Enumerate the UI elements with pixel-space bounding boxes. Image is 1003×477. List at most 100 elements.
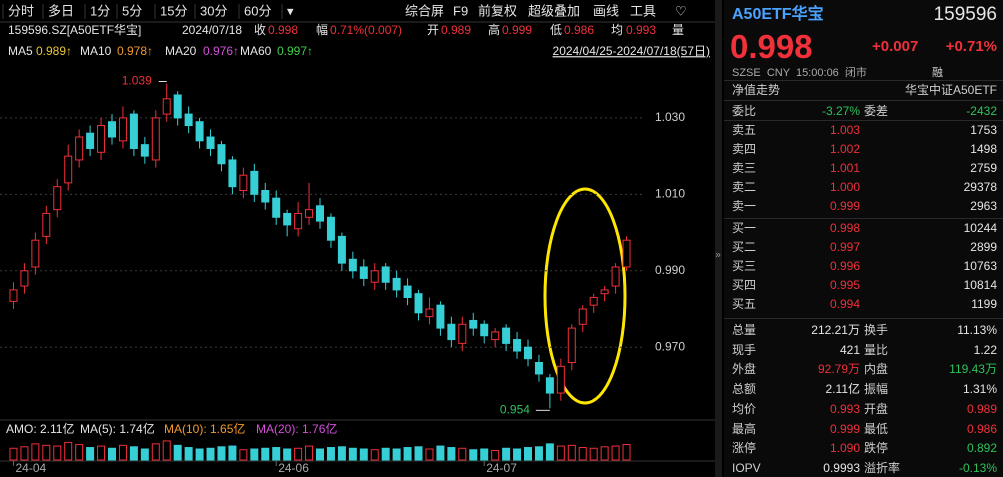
volume-bar: [600, 446, 609, 461]
tool-button[interactable]: 画线: [593, 3, 619, 18]
candle-body: [228, 159, 237, 188]
period-tab[interactable]: 30分: [200, 3, 227, 18]
candle-body: [316, 205, 324, 222]
period-tab[interactable]: 多日: [48, 3, 74, 18]
stat-value: 11.13%: [957, 323, 997, 337]
level-volume: 2759: [970, 161, 997, 175]
candle-body: [173, 94, 182, 119]
level-volume: 1753: [970, 123, 997, 137]
volume-bar: [611, 445, 620, 461]
ma-value: 0.997↑: [277, 44, 313, 58]
stat-value: 0.986: [966, 421, 997, 436]
price-change: +0.007: [872, 38, 919, 55]
candle-body: [578, 308, 587, 325]
tool-button[interactable]: 综合屏: [405, 3, 444, 18]
volume-bar: [305, 445, 314, 461]
candle-body: [20, 270, 29, 287]
candle-body: [381, 266, 390, 283]
level-price: 0.996: [829, 259, 860, 273]
volume-legend: MA(20): 1.76亿: [256, 421, 337, 436]
ma-name: MA60: [240, 44, 272, 58]
info-text: 0.989: [441, 23, 471, 37]
volume-bar: [567, 444, 576, 461]
volume-bar: [20, 446, 29, 461]
candle-body: [184, 113, 193, 127]
level-volume: 10814: [963, 278, 997, 292]
level-label: 卖二: [732, 180, 757, 194]
tool-button[interactable]: 超级叠加: [528, 3, 580, 18]
stat-label: 量比: [864, 342, 889, 357]
period-tab[interactable]: 5分: [122, 3, 142, 18]
volume-bar: [534, 446, 543, 461]
tool-button[interactable]: 前复权: [478, 3, 517, 18]
volume-bar: [381, 447, 390, 461]
volume-bar: [392, 448, 401, 461]
candle-body: [206, 136, 215, 149]
level-price: 0.999: [829, 199, 860, 213]
x-tick-label: 24-04: [15, 461, 46, 475]
candle-body: [545, 377, 554, 394]
period-tab[interactable]: ▾: [287, 3, 294, 18]
y-tick-label: 0.970: [655, 339, 685, 353]
candle-body: [272, 197, 281, 218]
info-text: 0.71%(0.007): [330, 23, 402, 37]
candle-body: [86, 132, 95, 149]
candle-body: [326, 216, 335, 241]
splitter[interactable]: [715, 0, 722, 477]
info-text: 159596.SZ[A50ETF华宝]: [8, 23, 141, 37]
tool-button[interactable]: F9: [453, 3, 468, 18]
volume-bar: [513, 448, 522, 461]
volume-legend: MA(10): 1.65亿: [164, 421, 245, 436]
tool-button[interactable]: ♡: [675, 3, 687, 18]
candle-body: [283, 212, 292, 226]
y-tick-label: 1.010: [655, 187, 685, 201]
candle-body: [42, 212, 51, 237]
stat-value: 0.999: [829, 421, 860, 436]
y-tick-label: 0.990: [655, 263, 685, 277]
volume-bar: [436, 445, 445, 461]
market-meta: SZSE CNY 15:00:06 闭市: [732, 67, 867, 79]
candle-body: [9, 289, 18, 302]
stat-label: 振幅: [864, 382, 889, 397]
period-tab[interactable]: 15分: [160, 3, 187, 18]
info-text: 收: [254, 23, 266, 37]
candle-body: [469, 319, 478, 329]
stat-value: 0.9993: [823, 460, 860, 475]
period-tab[interactable]: 60分: [244, 3, 271, 18]
volume-bar: [250, 448, 259, 461]
date-range[interactable]: 2024/04/25-2024/07/18(57日): [553, 44, 710, 58]
candle-body: [556, 365, 565, 394]
stat-value: 92.79万: [817, 362, 860, 377]
row-divider: [724, 100, 1003, 101]
candle-body: [140, 144, 149, 157]
candle-body: [370, 270, 379, 283]
volume-bar: [524, 447, 532, 461]
stat-label: 外盘: [732, 362, 757, 377]
level-label: 买四: [732, 278, 757, 292]
volume-bar: [316, 448, 324, 461]
volume-bar: [75, 444, 84, 461]
level-label: 买五: [732, 297, 757, 311]
level-volume: 29378: [963, 180, 997, 194]
info-text: 0.998: [268, 23, 298, 37]
candle-body: [480, 323, 489, 337]
stat-label: 总量: [732, 323, 757, 337]
ma-name: MA5: [8, 44, 33, 58]
volume-bar: [469, 449, 478, 461]
volume-bar: [173, 444, 182, 461]
candle-body: [31, 239, 40, 268]
volume-bar: [359, 448, 368, 461]
period-tab[interactable]: 分时: [8, 3, 34, 18]
splitter-arrow[interactable]: »: [715, 250, 721, 261]
stat-value: 0.993: [829, 401, 860, 416]
candle-body: [611, 266, 620, 287]
period-tab[interactable]: 1分: [90, 3, 110, 18]
stat-value: 0.892: [966, 441, 997, 456]
level-label: 买三: [732, 259, 757, 273]
level-price: 0.994: [829, 297, 860, 311]
tool-button[interactable]: 工具: [630, 3, 656, 18]
level-price: 0.995: [829, 278, 860, 292]
stat-label: 溢折率: [864, 460, 901, 475]
candle-body: [64, 155, 73, 184]
volume-bar: [556, 445, 565, 461]
